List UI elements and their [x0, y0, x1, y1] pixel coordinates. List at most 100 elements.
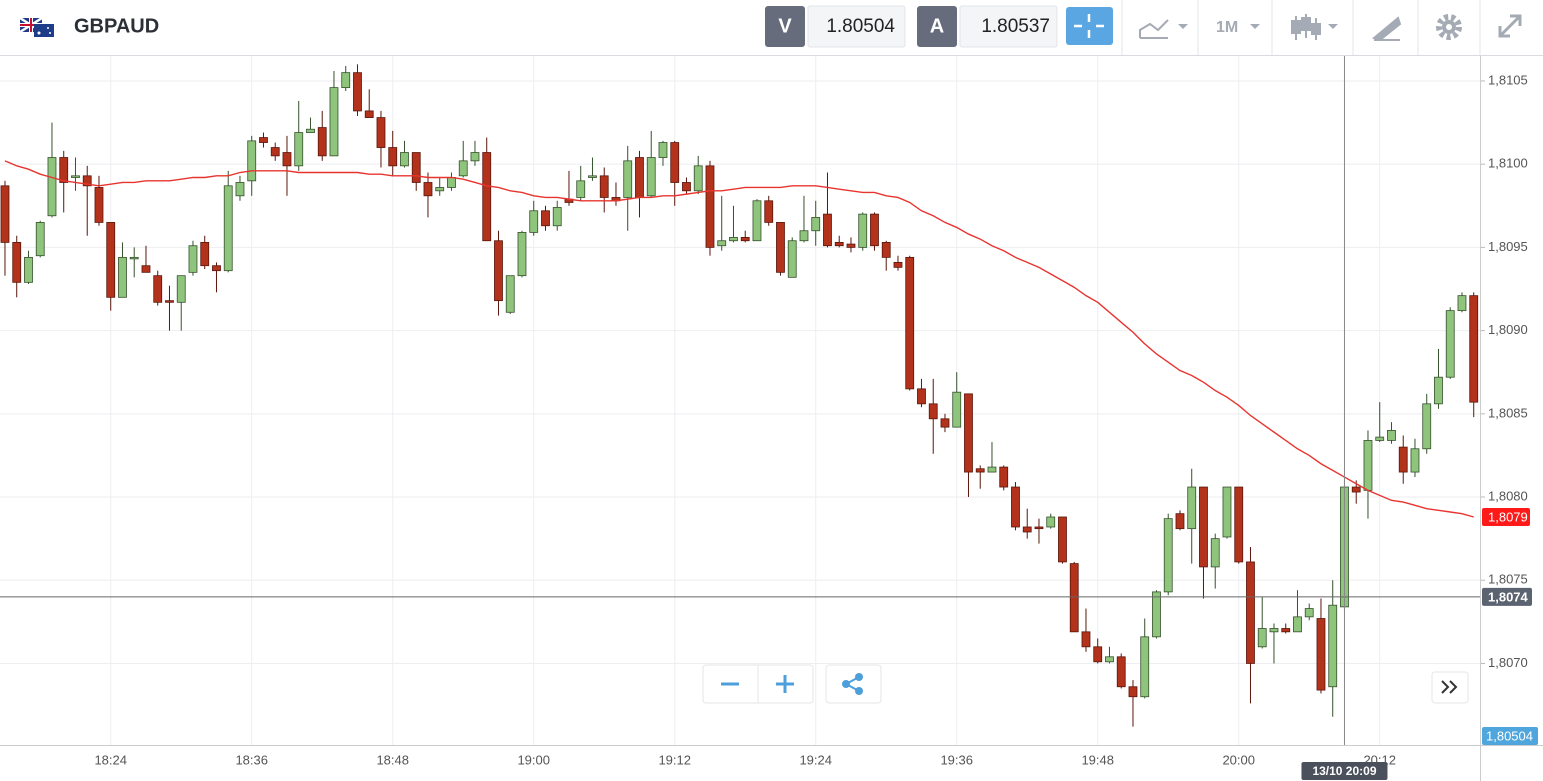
candle-body: [341, 72, 351, 89]
candle-body: [388, 147, 398, 167]
candle-body: [623, 160, 633, 198]
bid-marker-box: [1482, 727, 1538, 745]
candle-body: [1469, 295, 1479, 403]
bid-price: 1.80504: [826, 16, 895, 37]
candle-body: [599, 175, 609, 198]
candle-body: [153, 275, 163, 303]
bid-letter-box[interactable]: [765, 6, 805, 47]
ask-box[interactable]: [959, 5, 1058, 48]
candle-body: [834, 241, 844, 247]
crosshair-time-box: [1301, 762, 1388, 780]
ask-letter: A: [930, 15, 944, 37]
candle-body: [670, 142, 680, 183]
candle-body: [1434, 376, 1443, 405]
share-box[interactable]: [825, 664, 882, 704]
candle-body: [411, 152, 421, 183]
y-tick-label: 1,8085: [1488, 405, 1528, 420]
candle-body: [188, 245, 198, 273]
candle-body: [259, 137, 268, 143]
toolbar-separators: [1121, 0, 1481, 55]
candle-body: [529, 210, 539, 233]
candle-body: [1410, 448, 1420, 473]
scroll-end-button[interactable]: [1431, 671, 1469, 704]
candle-body: [94, 187, 104, 223]
candle-body: [176, 275, 186, 303]
candle-body: [905, 256, 915, 390]
y-tick-label: 1,8070: [1488, 655, 1528, 670]
y-tick-label: 1,8095: [1488, 239, 1528, 254]
candle-body: [1445, 310, 1455, 378]
candle-body: [1081, 631, 1091, 648]
crosshair-icon: [1074, 14, 1104, 38]
crosshair-price-label: 1,8074: [1488, 589, 1529, 604]
settings-button[interactable]: [1436, 14, 1462, 40]
ask-letter-box[interactable]: [917, 6, 957, 47]
candle-body: [1058, 516, 1067, 563]
candle-body: [1269, 628, 1279, 633]
candle-body: [223, 185, 233, 272]
candle-body: [823, 213, 832, 247]
bid-box[interactable]: [807, 5, 906, 48]
candle-body: [858, 213, 868, 248]
ma-label: 1,8079: [1488, 509, 1528, 524]
x-tick-label: 18:24: [94, 752, 127, 767]
candle-body: [59, 157, 69, 183]
candle-body: [35, 222, 45, 257]
candle-body: [999, 466, 1009, 488]
plot-area: 1,8070 1,8075 1,8080 1,8085 1,8090 1,8095 1,81…: [0, 56, 1543, 781]
candle-body: [1293, 616, 1302, 633]
candle-body: [1281, 628, 1291, 633]
candle-body: [646, 157, 656, 197]
fullscreen-button[interactable]: [1498, 14, 1522, 38]
candle-body: [212, 265, 221, 272]
timeframe-button[interactable]: 1M: [1216, 19, 1238, 36]
candle-body: [329, 87, 339, 157]
x-tick-label: 18:48: [376, 752, 409, 767]
candle-body: [282, 152, 292, 167]
candle-body: [576, 180, 586, 198]
candle-body: [1457, 295, 1467, 312]
candle-body: [423, 182, 433, 197]
dropdown-arrow: [1328, 24, 1338, 29]
candle-body: [764, 200, 774, 223]
candle-body: [1398, 446, 1408, 473]
candle-body: [799, 230, 809, 242]
candle-body: [870, 213, 879, 247]
candle-body: [200, 241, 210, 267]
candle-body: [141, 265, 151, 273]
candle-body: [552, 207, 562, 227]
candle-body: [482, 152, 492, 242]
candle-style-button[interactable]: [1291, 14, 1321, 40]
candle-body: [729, 237, 738, 242]
candle-body: [1163, 518, 1173, 593]
y-tick-label: 1,8105: [1488, 72, 1528, 87]
chart-type-button[interactable]: [1139, 19, 1169, 39]
candle-body: [964, 393, 973, 473]
zoom-in-button[interactable]: [776, 675, 794, 693]
draw-tools-button[interactable]: [1371, 16, 1402, 42]
candle-body: [693, 165, 703, 192]
candle-body: [353, 72, 362, 112]
candle-body: [1363, 440, 1373, 491]
candle-body: [494, 240, 503, 302]
candle-body: [294, 132, 304, 167]
crosshair-time-label: 13/10 20:09: [1312, 764, 1376, 778]
x-tick-label: 19:12: [658, 752, 691, 767]
candle-body: [165, 300, 174, 303]
candle-body: [987, 466, 997, 473]
candle-body: [787, 240, 797, 278]
candle-body: [376, 117, 386, 148]
candle-body: [1422, 403, 1432, 450]
symbol-title: GBPAUD: [74, 15, 159, 37]
candle-body: [928, 403, 938, 420]
candle-body: [1022, 526, 1032, 533]
candle-body: [505, 275, 515, 313]
candle-body: [458, 160, 468, 177]
x-tick-label: 19:00: [517, 752, 550, 767]
crosshair-price-box: [1482, 587, 1532, 606]
dropdown-arrow: [1178, 24, 1188, 29]
candle-body: [1304, 608, 1314, 618]
crosshair-button[interactable]: [1066, 7, 1113, 45]
